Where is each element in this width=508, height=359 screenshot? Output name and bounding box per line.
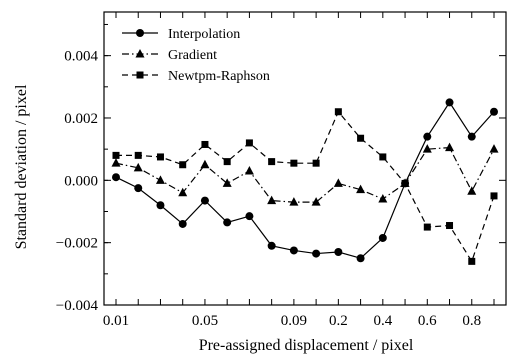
data-point: [445, 142, 455, 152]
data-point: [178, 187, 188, 197]
data-point: [446, 222, 454, 230]
data-point: [379, 153, 387, 161]
data-point: [179, 161, 187, 169]
data-point: [267, 241, 276, 250]
data-point: [133, 162, 143, 172]
data-point: [334, 108, 342, 116]
x-tick-label: 0.8: [462, 313, 481, 329]
x-tick-label: 0.2: [329, 313, 348, 329]
data-point: [156, 153, 164, 161]
data-point: [289, 246, 298, 255]
data-point: [200, 159, 210, 169]
plot-frame: [103, 11, 507, 306]
data-point: [312, 159, 320, 167]
data-point: [112, 151, 120, 159]
data-point: [468, 257, 476, 265]
x-tick-label: 0.6: [418, 313, 437, 329]
legend: Interpolation Gradient Newtpm-Raphson: [122, 27, 270, 84]
data-point: [155, 175, 165, 184]
data-point: [311, 197, 321, 206]
data-point: [222, 178, 232, 187]
data-point: [489, 144, 499, 153]
x-axis-title: Pre-assigned displacement / pixel: [199, 337, 414, 354]
data-point: [467, 186, 477, 195]
y-axis: −0.004 −0.002 0.000 0.002 0.004: [56, 23, 506, 314]
data-point: [111, 158, 121, 167]
x-tick-label: 0.09: [281, 313, 307, 329]
series-gradient: [111, 142, 499, 206]
y-tick-label: −0.004: [56, 298, 99, 314]
series-line: [115, 146, 495, 203]
data-point: [490, 107, 498, 116]
data-point: [156, 201, 165, 210]
data-point: [200, 196, 209, 205]
x-axis: 0.01 0.05 0.09 0.2 0.4 0.6 0.8: [103, 12, 495, 329]
data-point: [422, 144, 432, 153]
data-point: [178, 219, 187, 228]
data-point: [290, 159, 298, 167]
plot-border: [103, 11, 507, 306]
y-tick-label: 0.000: [64, 173, 98, 189]
data-point: [223, 158, 231, 166]
y-tick-label: 0.004: [64, 49, 98, 65]
x-tick-label: 0.4: [373, 313, 392, 329]
data-point: [289, 197, 299, 206]
series-line: [116, 110, 495, 263]
data-point: [423, 223, 431, 231]
series-newtpm-raphson: [112, 108, 498, 265]
data-point: [356, 184, 366, 194]
data-point: [378, 194, 388, 203]
data-point: [267, 195, 277, 205]
series-layer: [111, 98, 499, 265]
data-point: [356, 254, 365, 263]
data-point: [467, 132, 476, 141]
data-point: [312, 249, 321, 258]
series-interpolation: [112, 98, 498, 263]
x-tick-label: 0.05: [192, 313, 218, 329]
data-point: [333, 178, 343, 187]
legend-marker: [135, 49, 145, 58]
data-point: [423, 132, 432, 141]
data-point: [112, 173, 120, 182]
data-point: [445, 98, 454, 107]
series-line: [115, 101, 495, 259]
legend-label: Gradient: [168, 48, 217, 63]
legend-marker: [136, 29, 144, 37]
data-point: [223, 218, 232, 227]
data-point: [357, 134, 365, 142]
y-tick-label: −0.002: [56, 236, 98, 252]
data-point: [268, 158, 276, 166]
data-point: [378, 233, 387, 242]
data-point: [401, 179, 409, 187]
legend-marker: [136, 71, 144, 79]
data-point: [134, 184, 143, 193]
data-point: [201, 140, 209, 148]
y-tick-label: 0.002: [64, 111, 98, 127]
legend-label: Interpolation: [168, 27, 240, 42]
x-tick-label: 0.01: [103, 313, 129, 329]
data-point: [490, 192, 498, 200]
data-point: [245, 139, 253, 147]
data-point: [244, 165, 254, 175]
data-point: [245, 212, 254, 221]
y-axis-title: Standard deviation / pixel: [13, 84, 30, 249]
data-point: [334, 248, 343, 257]
legend-label: Newtpm-Raphson: [168, 69, 270, 84]
data-point: [134, 151, 142, 159]
